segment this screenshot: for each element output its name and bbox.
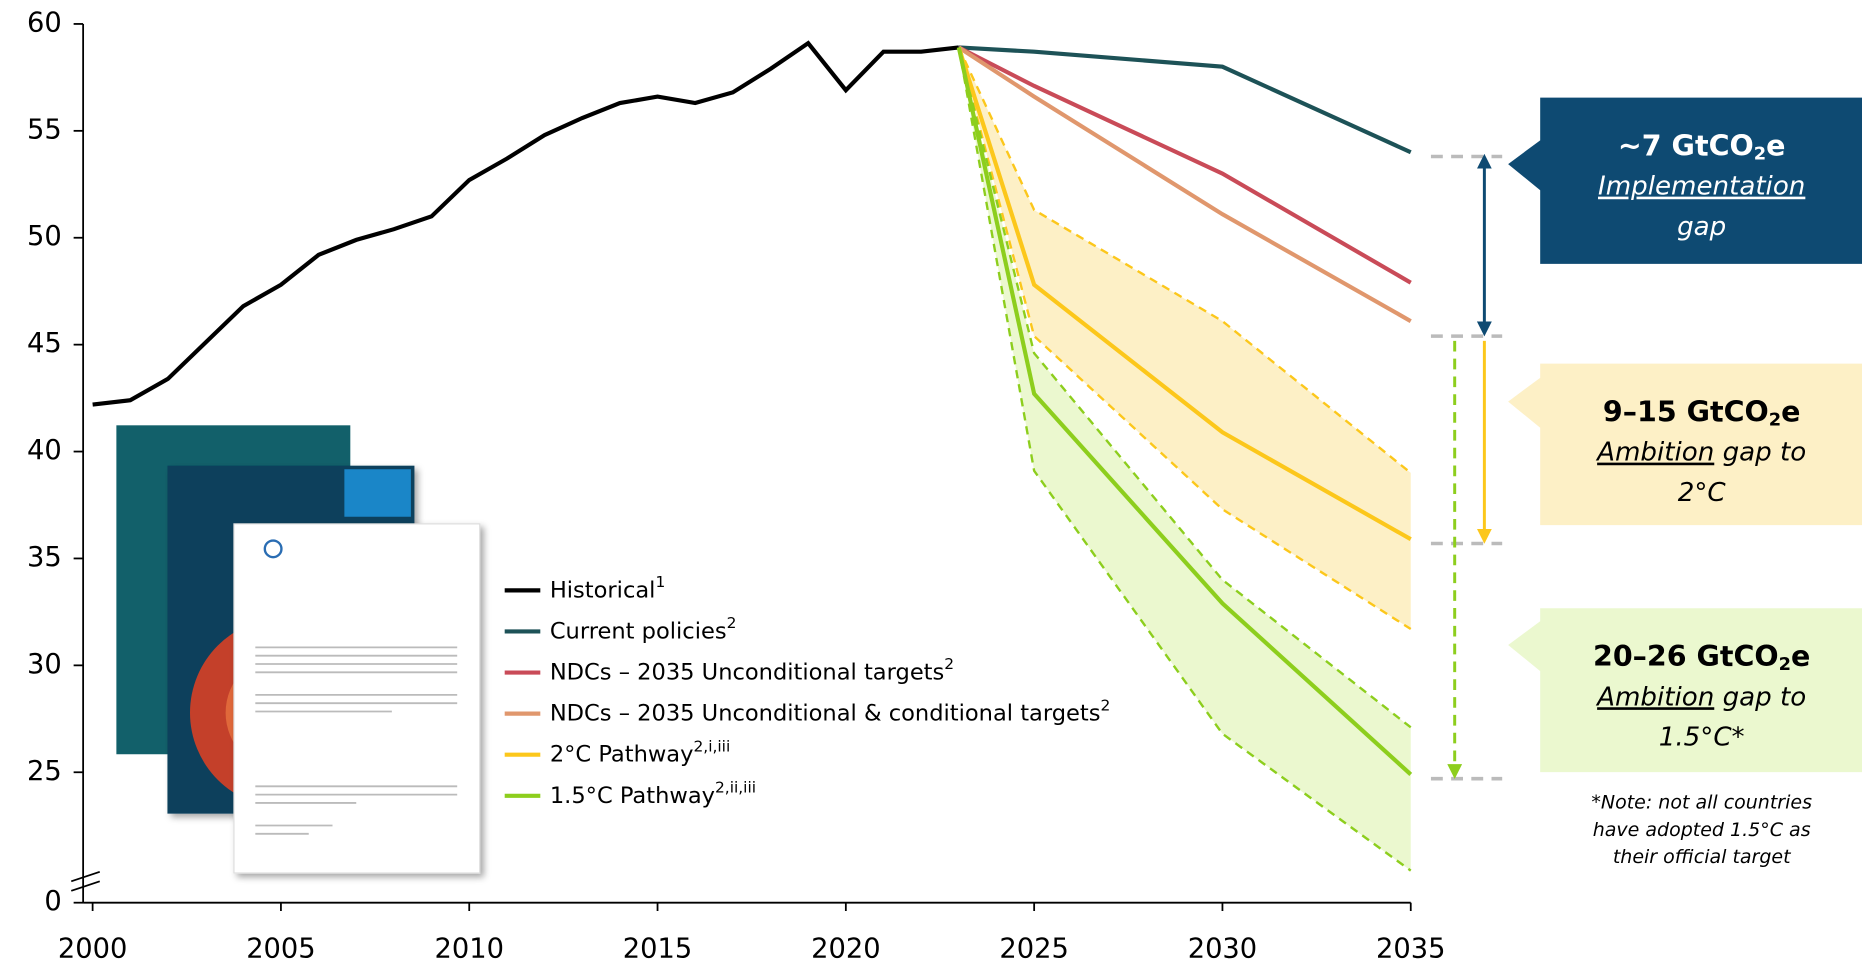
gap-box <box>1508 363 1862 526</box>
x-tick-label: 2025 <box>999 934 1068 965</box>
gap-text: Implementation <box>1598 171 1805 201</box>
gap-text-part: Ambition <box>1595 437 1714 467</box>
range-edge <box>957 47 1412 729</box>
x-tick-label: 2005 <box>246 934 315 965</box>
footnote: have adopted 1.5°C as <box>1593 819 1811 841</box>
range-edge <box>957 47 1412 872</box>
range-edge <box>957 46 1412 474</box>
gap-text-part: Ambition <box>1595 682 1714 712</box>
y-tick-label: 60 <box>27 7 62 38</box>
gap-text: Ambition gap to <box>1595 437 1806 467</box>
gap-title-sub: 2 <box>1779 654 1791 675</box>
report-page <box>233 523 481 874</box>
legend-name: Current policies <box>550 618 727 644</box>
series-line <box>956 47 1413 776</box>
gap-text-part: 2°C <box>1678 478 1727 508</box>
x-tick-label: 2035 <box>1376 934 1445 965</box>
legend-label: 2°C Pathway2,i,iii <box>550 737 730 767</box>
gap-text-part: gap to <box>1714 437 1806 467</box>
gap-title: 9–15 GtCO2e <box>1603 395 1801 430</box>
y-tick-label: 35 <box>27 542 62 573</box>
legend-label: NDCs – 2035 Unconditional targets2 <box>550 655 954 685</box>
gap-title-text: 20–26 GtCO <box>1593 640 1779 673</box>
series-line <box>956 46 1412 542</box>
footnote: *Note: not all countries <box>1591 791 1812 813</box>
y-tick-label: 50 <box>27 221 62 252</box>
legend-note: 2,i,iii <box>693 737 730 755</box>
gap-title: 20–26 GtCO2e <box>1593 640 1810 675</box>
legend-name: Historical <box>550 577 656 603</box>
range-band <box>958 47 1411 630</box>
report-thumbnails <box>116 425 481 874</box>
gap-text: 1.5°C* <box>1659 722 1745 752</box>
x-tick-label: 2020 <box>811 934 880 965</box>
axis-break <box>70 880 101 892</box>
series-line <box>958 45 1412 155</box>
gap-text: Ambition gap to <box>1595 682 1806 712</box>
y-tick-label: 40 <box>27 435 62 466</box>
series-line <box>957 45 1412 285</box>
gap-title-end: e <box>1791 640 1810 673</box>
gap-text: gap <box>1677 212 1726 242</box>
gap-title-sub: 2 <box>1754 144 1766 165</box>
gap-title-end: e <box>1766 129 1785 162</box>
legend-name: NDCs – 2035 Unconditional & conditional … <box>550 700 1101 726</box>
x-tick-label: 2000 <box>58 934 127 965</box>
range-band <box>958 47 1411 871</box>
legend-note: 2 <box>944 655 954 673</box>
series-line <box>92 40 960 407</box>
y-tick-label: 55 <box>27 114 62 145</box>
gap-title-text: ~7 GtCO <box>1618 129 1754 162</box>
legend-label: 1.5°C Pathway2,ii,iii <box>550 778 756 808</box>
legend-note: 2 <box>727 614 737 632</box>
gap-box <box>1508 97 1862 264</box>
footnote: their official target <box>1613 846 1792 868</box>
legend-name: NDCs – 2035 Unconditional targets <box>550 659 944 685</box>
bands <box>957 46 1412 872</box>
range-edge <box>957 47 1412 631</box>
legend-note: 1 <box>655 573 665 591</box>
page-text-lines <box>255 646 458 835</box>
legend-note: 2 <box>1101 696 1111 714</box>
gap-text-part: gap to <box>1714 682 1806 712</box>
y-tick-label: 30 <box>27 649 62 680</box>
legend-label: Historical1 <box>550 573 665 603</box>
gap-title-sub: 2 <box>1769 410 1781 431</box>
x-tick-label: 2015 <box>623 934 692 965</box>
legend-note: 2,ii,iii <box>715 778 756 796</box>
gap-text-part: gap <box>1677 212 1726 242</box>
legend-label: NDCs – 2035 Unconditional & conditional … <box>550 696 1111 726</box>
gap-text-part: Implementation <box>1598 171 1805 201</box>
gap-title: ~7 GtCO2e <box>1618 129 1786 164</box>
gap-title-text: 9–15 GtCO <box>1603 395 1769 428</box>
y-tick-label: 25 <box>27 756 62 787</box>
y-tick-label: 45 <box>27 328 62 359</box>
series-line <box>957 45 1412 323</box>
x-tick-label: 2030 <box>1188 934 1257 965</box>
gap-text: 2°C <box>1678 478 1727 508</box>
gap-title-end: e <box>1781 395 1800 428</box>
page-logo <box>263 539 283 559</box>
x-tick-label: 2010 <box>434 934 503 965</box>
legend-name: 1.5°C Pathway <box>550 782 715 808</box>
cover-logo <box>344 469 411 517</box>
plot: 0 25 30 35 40 45 50 55 60 2000 2005 2010 2015 2020 202… <box>27 7 1445 964</box>
gap-box <box>1508 608 1862 773</box>
y-tick-label: 0 <box>44 886 61 917</box>
axis-break <box>70 870 101 883</box>
legend-name: 2°C Pathway <box>550 741 694 767</box>
legend-label: Current policies2 <box>550 614 737 644</box>
gap-text-part: 1.5°C* <box>1659 722 1745 752</box>
